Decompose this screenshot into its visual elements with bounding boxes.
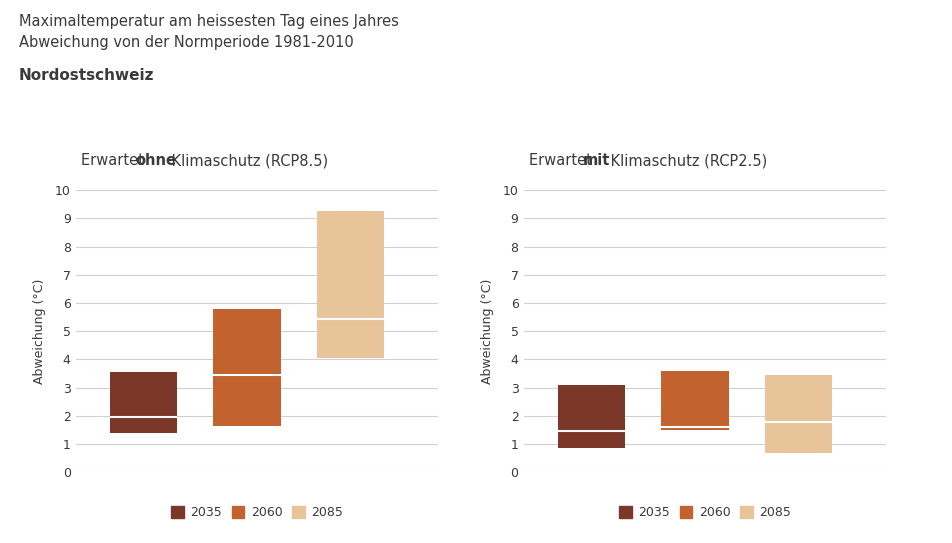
Bar	[764, 375, 831, 453]
Text: Klimaschutz (RCP2.5): Klimaschutz (RCP2.5)	[605, 153, 766, 168]
Bar	[661, 371, 727, 430]
Text: Nordostschweiz: Nordostschweiz	[19, 68, 154, 83]
Text: Erwartet: Erwartet	[81, 153, 149, 168]
Text: Abweichung von der Normperiode 1981-2010: Abweichung von der Normperiode 1981-2010	[19, 35, 353, 50]
Bar	[109, 372, 177, 433]
Y-axis label: Abweichung (°C): Abweichung (°C)	[481, 279, 494, 384]
Text: Maximaltemperatur am heissesten Tag eines Jahres: Maximaltemperatur am heissesten Tag eine…	[19, 14, 399, 29]
Legend: 2035, 2060, 2085: 2035, 2060, 2085	[167, 501, 347, 524]
Text: ohne: ohne	[135, 153, 176, 168]
Bar	[316, 211, 384, 358]
Legend: 2035, 2060, 2085: 2035, 2060, 2085	[614, 501, 795, 524]
Bar	[557, 385, 625, 449]
Y-axis label: Abweichung (°C): Abweichung (°C)	[33, 279, 47, 384]
Text: Klimaschutz (RCP8.5): Klimaschutz (RCP8.5)	[167, 153, 327, 168]
Bar	[213, 308, 280, 426]
Text: mit: mit	[583, 153, 610, 168]
Text: Erwartet: Erwartet	[528, 153, 596, 168]
